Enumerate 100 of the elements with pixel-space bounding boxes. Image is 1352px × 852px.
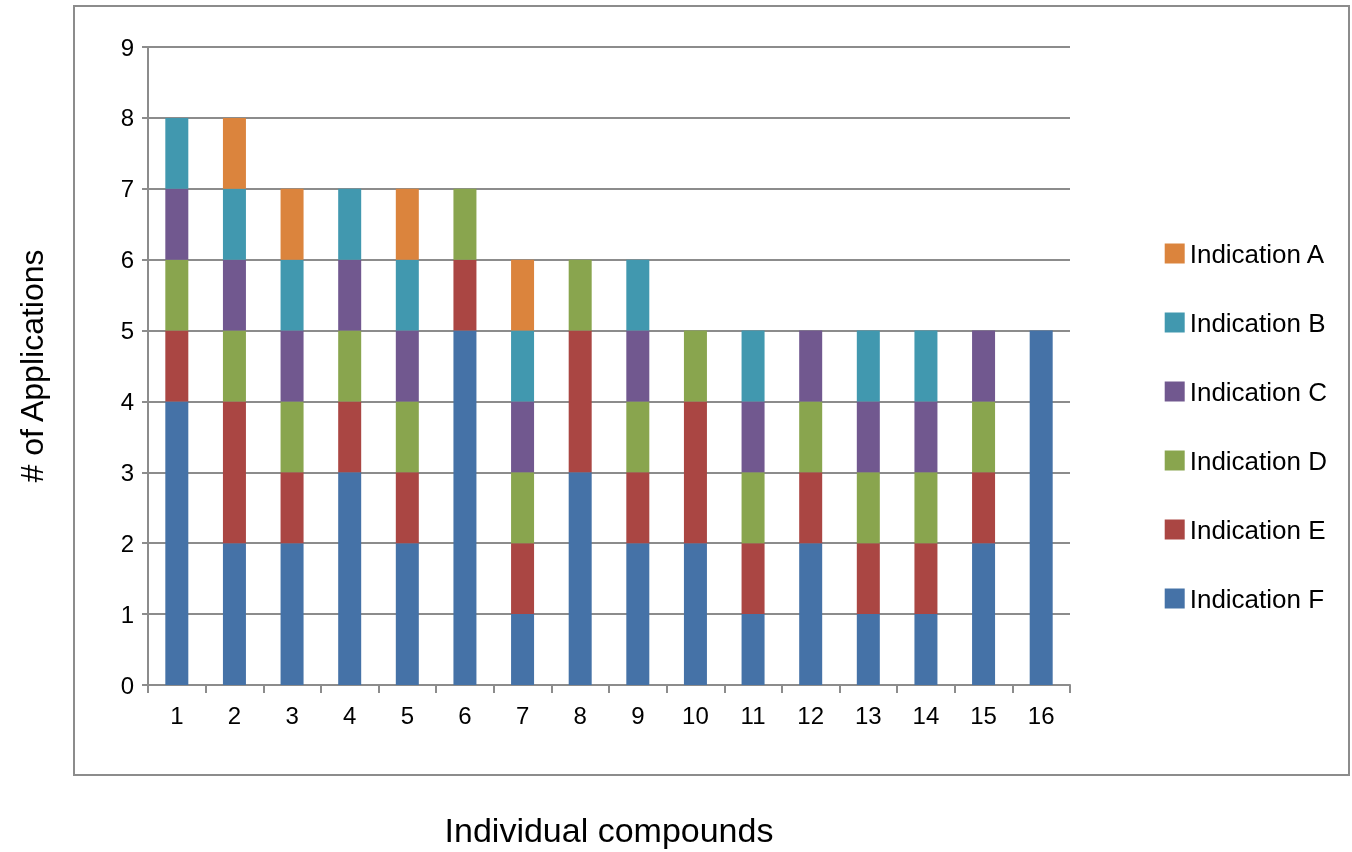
x-tick-label: 12	[797, 701, 825, 729]
bar	[395, 472, 419, 544]
bar	[741, 543, 765, 615]
legend-label: Indication B	[1189, 307, 1326, 338]
bar	[856, 543, 880, 615]
bar	[626, 472, 650, 544]
x-tick-label: 13	[854, 701, 882, 729]
bar	[453, 188, 477, 260]
x-tick-label: 16	[1027, 701, 1055, 729]
x-tick-label: 9	[631, 701, 645, 729]
bar	[280, 543, 304, 685]
x-axis-title: Individual compounds	[444, 811, 774, 849]
y-tick-label: 3	[120, 458, 134, 486]
x-tick-label: 3	[285, 701, 299, 729]
bar	[511, 401, 535, 473]
bar	[741, 401, 765, 473]
bar	[914, 330, 938, 402]
bar	[799, 472, 823, 544]
bar	[972, 472, 996, 544]
bar	[568, 259, 592, 331]
bar	[280, 472, 304, 544]
bar	[972, 543, 996, 685]
x-tick-label: 6	[458, 701, 472, 729]
bar	[683, 401, 707, 544]
bar	[165, 188, 189, 260]
bar	[511, 259, 535, 331]
bar	[741, 330, 765, 402]
bar	[395, 543, 419, 685]
bar	[856, 330, 880, 402]
bar	[856, 472, 880, 544]
bar	[683, 330, 707, 402]
legend-label: Indication D	[1189, 445, 1328, 476]
y-tick-label: 7	[120, 175, 134, 203]
bar	[972, 330, 996, 402]
x-tick-label: 7	[515, 701, 530, 729]
bar	[165, 401, 189, 685]
bar	[280, 259, 304, 331]
legend-label: Indication C	[1189, 376, 1328, 407]
bar	[626, 259, 650, 331]
bar	[511, 543, 535, 615]
bar	[338, 401, 362, 473]
bar	[453, 259, 477, 331]
bar	[165, 117, 189, 189]
bar	[914, 401, 938, 473]
bar	[222, 259, 246, 331]
y-tick-label: 6	[120, 246, 134, 274]
bar	[511, 330, 535, 402]
bar	[799, 330, 823, 402]
bar	[1029, 330, 1053, 685]
bar	[280, 401, 304, 473]
x-tick-label: 15	[970, 701, 997, 729]
bar	[222, 188, 246, 260]
y-tick-label: 2	[120, 529, 134, 557]
bar	[511, 614, 535, 685]
bar	[568, 330, 592, 473]
bar	[914, 543, 938, 615]
x-tick-label: 14	[912, 701, 940, 729]
bar	[568, 472, 592, 685]
x-tick-label: 10	[682, 701, 709, 729]
y-axis-title: # of Applications	[14, 249, 50, 483]
bar	[683, 543, 707, 685]
bar	[395, 330, 419, 402]
bar	[626, 401, 650, 473]
y-tick-label: 5	[120, 317, 134, 345]
legend-label: Indication F	[1189, 583, 1325, 614]
bar	[222, 401, 246, 544]
bar	[741, 614, 765, 685]
bar	[338, 472, 362, 685]
x-tick-label: 4	[343, 701, 357, 729]
y-tick-label: 0	[120, 671, 134, 699]
y-tick-label: 1	[120, 600, 134, 628]
bar	[856, 614, 880, 685]
bar	[626, 330, 650, 402]
bar	[222, 330, 246, 402]
bar	[338, 188, 362, 260]
bar	[741, 472, 765, 544]
x-tick-label: 11	[740, 701, 766, 729]
bar	[395, 259, 419, 331]
bar	[856, 401, 880, 473]
bar	[972, 401, 996, 473]
bar	[338, 330, 362, 402]
x-tick-label: 1	[170, 701, 184, 729]
bar	[395, 401, 419, 473]
bar	[453, 330, 477, 685]
bar	[511, 472, 535, 544]
x-tick-label: 8	[573, 701, 587, 729]
bar	[914, 614, 938, 685]
bar	[626, 543, 650, 685]
x-tick-label: 5	[400, 701, 414, 729]
bar	[914, 472, 938, 544]
legend-label: Indication E	[1189, 514, 1326, 545]
y-tick-label: 4	[120, 387, 134, 415]
bar	[222, 543, 246, 685]
bar	[799, 401, 823, 473]
bar	[165, 259, 189, 331]
x-tick-label: 2	[227, 701, 242, 729]
legend-label: Indication A	[1189, 238, 1325, 269]
bar	[222, 117, 246, 189]
y-tick-label: 8	[120, 104, 134, 132]
bar	[338, 259, 362, 331]
